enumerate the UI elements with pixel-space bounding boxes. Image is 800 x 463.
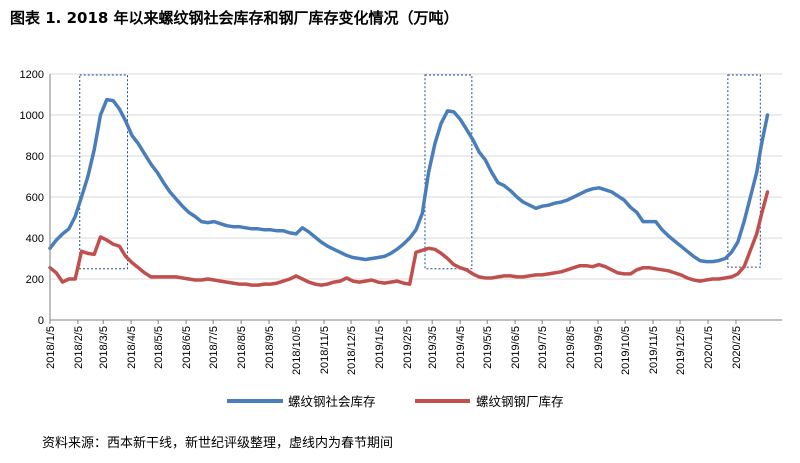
- x-tick-label: 2019/2/5: [402, 326, 414, 369]
- spring-festival-boxes: [79, 74, 761, 270]
- x-tick-label: 2019/6/5: [510, 326, 522, 369]
- y-tick-label: 400: [26, 233, 44, 245]
- y-tick-label: 200: [26, 274, 44, 286]
- y-tick-label: 1000: [20, 110, 44, 122]
- y-tick-label: 800: [26, 151, 44, 163]
- x-tick-label: 2019/7/5: [537, 326, 549, 369]
- grid: [50, 73, 782, 280]
- y-tick-label: 600: [26, 192, 44, 204]
- spring-festival-box: [424, 74, 473, 270]
- x-tick-label: 2018/5/5: [153, 326, 165, 369]
- x-tick-label: 2019/1/5: [374, 326, 386, 369]
- x-tick-label: 2018/2/5: [73, 326, 85, 369]
- x-tick-label: 2018/1/5: [45, 326, 57, 369]
- x-tick-label: 2019/5/5: [482, 326, 494, 369]
- y-tick-label: 1200: [20, 69, 44, 81]
- x-tick-label: 2018/10/5: [291, 326, 303, 375]
- series: [48, 97, 770, 287]
- x-tick-label: 2018/4/5: [126, 326, 138, 369]
- x-tick-label: 2019/8/5: [565, 326, 577, 369]
- x-tick-label: 2019/3/5: [427, 326, 439, 369]
- series-line-1: [48, 97, 770, 264]
- legend: 螺纹钢社会库存 螺纹钢钢厂库存: [227, 394, 564, 409]
- y-tick-label: 0: [38, 315, 44, 327]
- x-tick-label: 2018/9/5: [264, 326, 276, 369]
- x-tick-label: 2018/6/5: [181, 326, 193, 369]
- x-tick-label: 2019/9/5: [593, 326, 605, 369]
- x-tick-label: 2019/11/5: [648, 326, 660, 374]
- legend-label: 螺纹钢钢厂库存: [476, 394, 564, 409]
- legend-label: 螺纹钢社会库存: [288, 394, 376, 409]
- series-line-2: [48, 190, 770, 287]
- x-tick-label: 2019/12/5: [675, 326, 687, 375]
- source-note: 资料来源：西本新干线，新世纪评级整理，虚线内为春节期间: [42, 436, 394, 451]
- spring-festival-box: [79, 74, 129, 270]
- x-tick-label: 2019/4/5: [455, 326, 467, 369]
- x-tick-label: 2019/10/5: [620, 326, 632, 375]
- x-tick-label: 2020/1/5: [703, 326, 715, 369]
- axes: 0 200 400 600 800 1000 1200 2018/1/5 2018/2/5 201…: [20, 69, 782, 375]
- x-tick-label: 2018/11/5: [319, 326, 331, 374]
- x-tick-label: 2018/8/5: [236, 326, 248, 369]
- x-tick-label: 2018/7/5: [208, 326, 220, 369]
- x-tick-label: 2020/2/5: [731, 326, 743, 369]
- chart-title: 图表 1. 2018 年以来螺纹钢社会库存和钢厂库存变化情况（万吨）: [10, 9, 459, 27]
- x-tick-label: 2018/3/5: [98, 326, 110, 369]
- x-tick-label: 2018/12/5: [346, 326, 358, 375]
